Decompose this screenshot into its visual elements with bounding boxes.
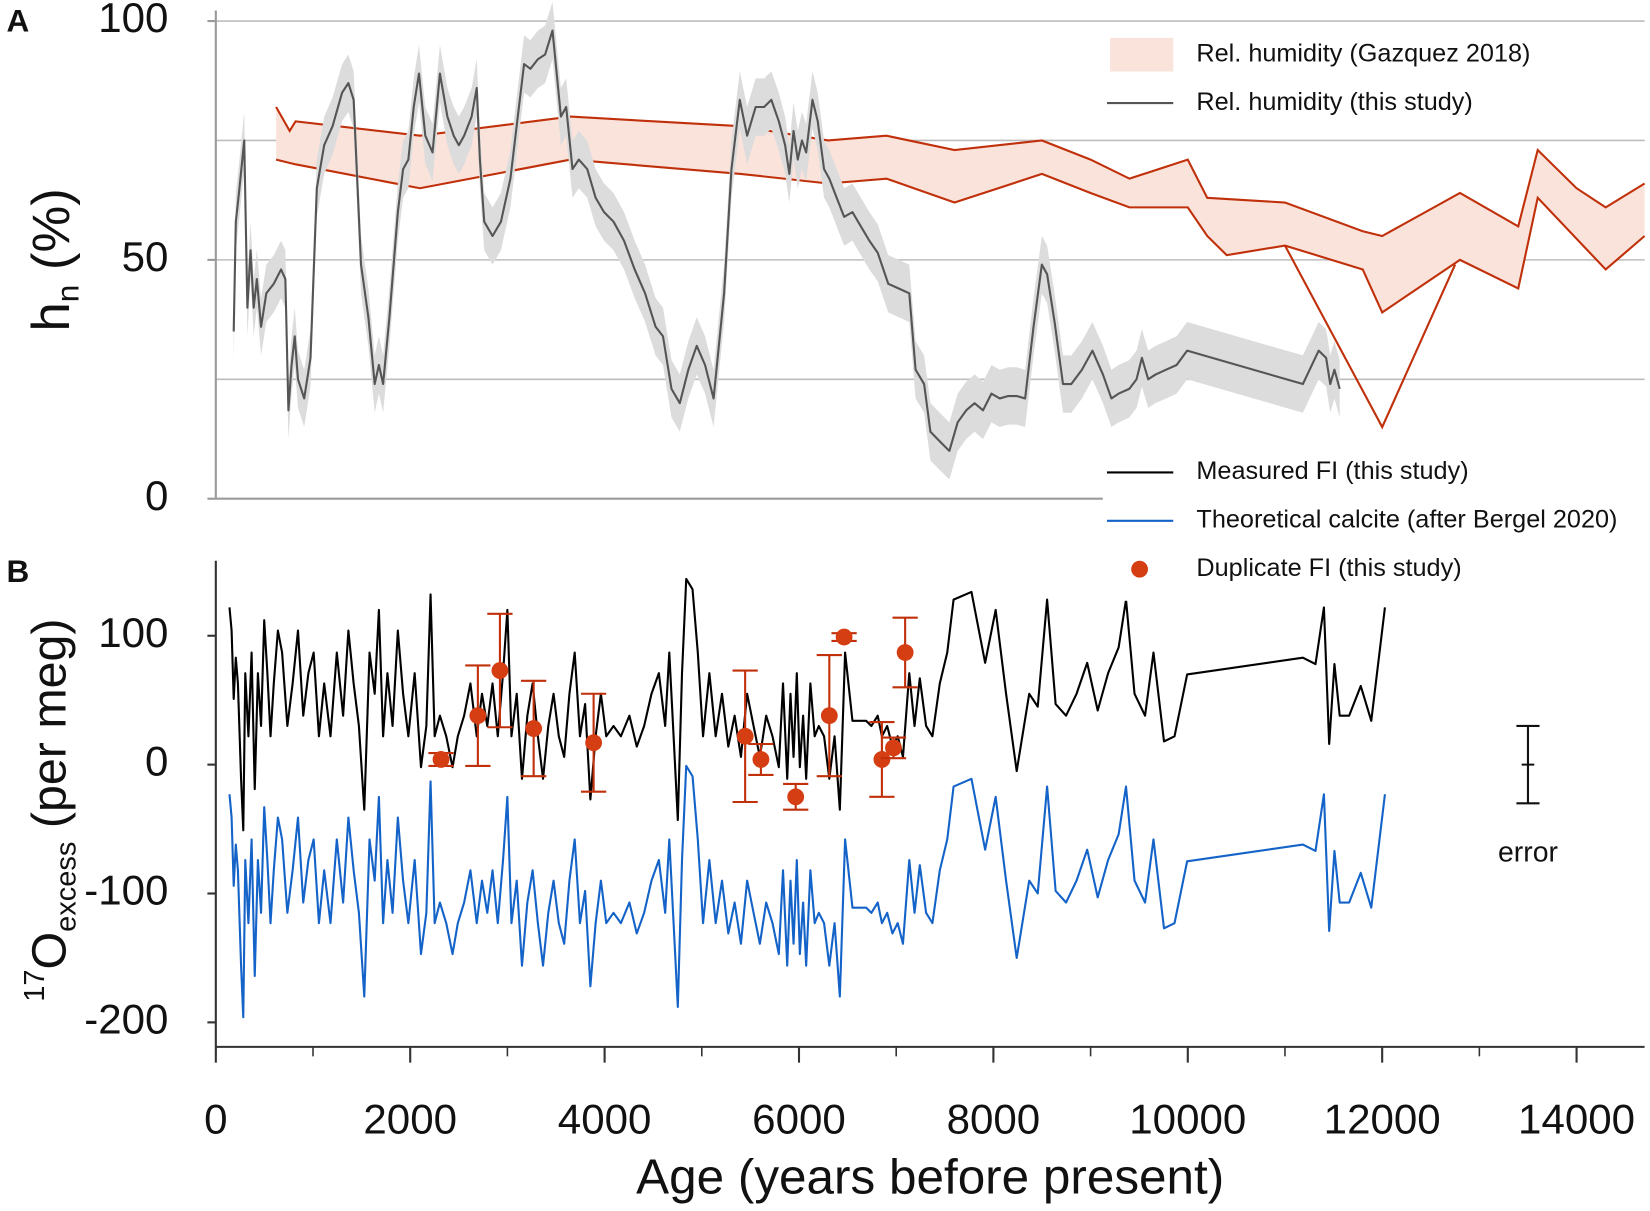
- y-label-rest: (%): [22, 188, 81, 284]
- x-tick-label: 6000: [752, 1096, 846, 1143]
- legend-label: Duplicate FI (this study): [1196, 554, 1461, 582]
- series-line: [232, 29, 1341, 452]
- y-label-sub: n: [50, 285, 86, 303]
- point: [469, 707, 487, 725]
- y-tick-label: -200: [84, 995, 168, 1042]
- y-label-base: O: [23, 932, 77, 970]
- band-lower: [275, 158, 1646, 314]
- error-marker: [1516, 724, 1540, 805]
- uncertainty-band: [233, 1, 1340, 480]
- legend-swatch: [1131, 560, 1149, 578]
- x-tick-label: 4000: [558, 1096, 652, 1143]
- point: [585, 734, 603, 752]
- y-tick-label: 100: [98, 609, 168, 656]
- series-line: [228, 577, 1386, 832]
- y-axis-label: 17Oexcess (per meg): [18, 618, 81, 1001]
- x-tick-label: 10000: [1129, 1096, 1246, 1143]
- point: [525, 720, 543, 737]
- panel-label: A: [6, 2, 29, 38]
- point: [787, 788, 805, 806]
- y-label-base: h: [22, 302, 81, 331]
- legend-swatch: [1110, 37, 1174, 72]
- point: [752, 751, 770, 768]
- panel-label: B: [6, 553, 29, 589]
- legend-label: Rel. humidity (this study): [1196, 88, 1472, 116]
- legend-label: Measured FI (this study): [1196, 457, 1468, 485]
- legend-label: Rel. humidity (Gazquez 2018): [1196, 39, 1530, 67]
- y-axis-label: hn (%): [22, 188, 86, 331]
- point: [873, 751, 891, 768]
- y-tick-label: 0: [145, 472, 168, 519]
- y-label-sup: 17: [18, 970, 50, 1002]
- error-label: error: [1498, 836, 1558, 868]
- band-upper: [275, 106, 1646, 238]
- point: [885, 739, 902, 757]
- point: [736, 727, 754, 745]
- point: [432, 751, 450, 768]
- y-tick-label: -100: [84, 867, 168, 914]
- x-tick-label: 8000: [947, 1096, 1041, 1143]
- point: [835, 628, 853, 646]
- legend-label: Theoretical calcite (after Bergel 2020): [1196, 505, 1617, 533]
- x-tick-label: 2000: [363, 1096, 457, 1143]
- x-axis-label: Age (years before present): [636, 1150, 1224, 1205]
- y-tick-label: 50: [122, 233, 169, 280]
- point: [820, 707, 838, 725]
- point: [896, 644, 914, 661]
- series-line: [228, 764, 1386, 1019]
- x-tick-label: 0: [204, 1096, 227, 1143]
- y-tick-label: 100: [98, 0, 168, 41]
- y-tick-label: 0: [145, 738, 168, 785]
- band-fill: [276, 107, 1645, 313]
- y-label-rest: (per meg): [23, 618, 77, 841]
- x-tick-label: 12000: [1324, 1096, 1441, 1143]
- x-tick-label: 14000: [1518, 1096, 1635, 1143]
- point: [491, 662, 509, 679]
- y-label-sub: excess: [50, 842, 82, 932]
- legend-background: [1102, 445, 1650, 601]
- band-minimum: [1284, 245, 1457, 430]
